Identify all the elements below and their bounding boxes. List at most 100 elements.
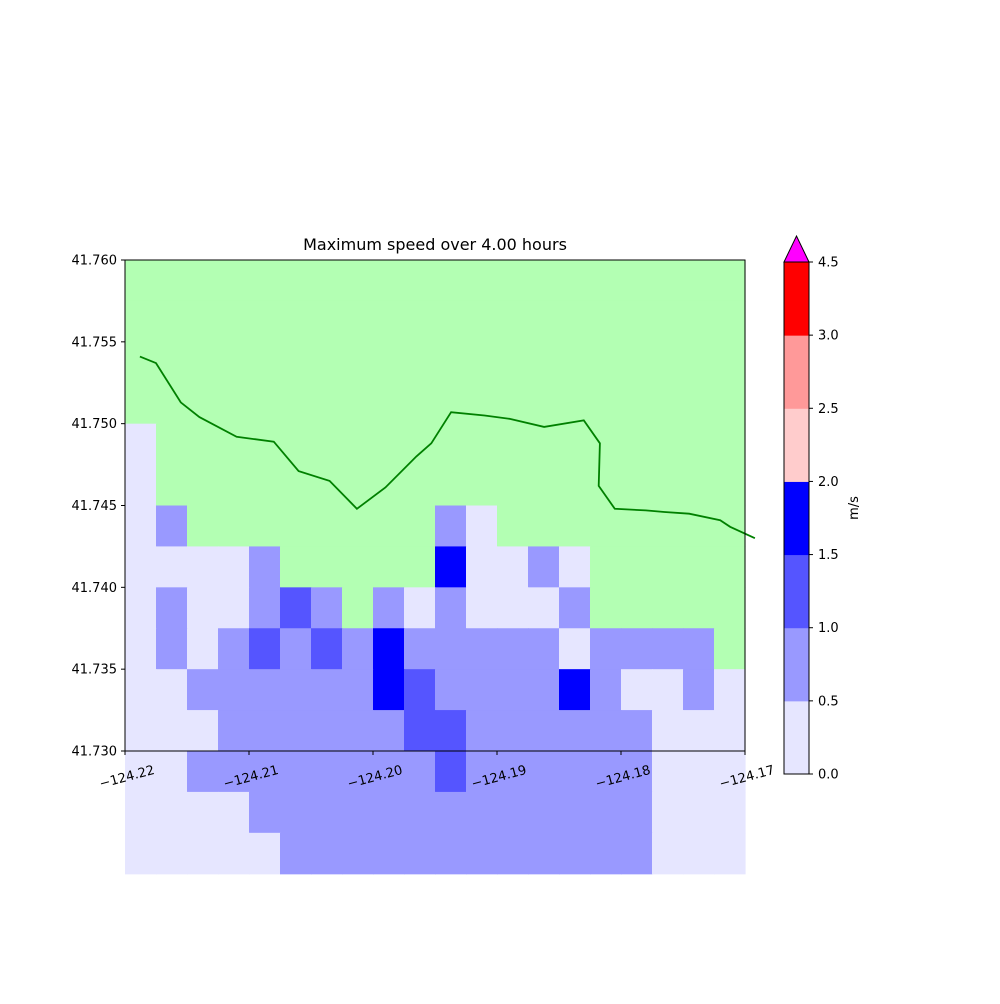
land-cell <box>218 260 250 302</box>
speed-cell <box>435 587 467 629</box>
land-cell <box>218 464 250 507</box>
land-cell <box>373 341 405 384</box>
speed-cell <box>342 710 374 752</box>
speed-cell <box>714 832 746 875</box>
speed-cell <box>125 546 157 588</box>
colorbar-label: m/s <box>847 496 862 520</box>
speed-cell <box>435 751 467 793</box>
speed-cell <box>714 669 746 711</box>
speed-cell <box>714 751 746 793</box>
speed-cell <box>249 791 281 834</box>
speed-cell <box>466 832 498 875</box>
colorbar-tick-label: 2.5 <box>818 402 839 417</box>
land-cell <box>404 464 436 507</box>
land-cell <box>125 300 157 343</box>
speed-cell <box>187 791 219 834</box>
land-cell <box>528 260 560 302</box>
speed-cell <box>249 546 281 588</box>
speed-cell <box>714 710 746 752</box>
land-cell <box>280 464 312 507</box>
land-cell <box>683 300 715 343</box>
speed-cell <box>373 832 405 875</box>
speed-cell <box>528 791 560 834</box>
land-cell <box>187 505 219 548</box>
speed-cell <box>466 791 498 834</box>
speed-cell <box>528 751 560 793</box>
speed-cell <box>342 791 374 834</box>
speed-cell <box>218 791 250 834</box>
land-cell <box>373 505 405 548</box>
land-cell <box>373 260 405 302</box>
speed-cell <box>125 710 157 752</box>
land-cell <box>435 260 467 302</box>
colorbar-bin <box>784 408 809 482</box>
speed-cell <box>497 546 529 588</box>
land-cell <box>652 382 684 425</box>
land-cell <box>683 546 715 588</box>
speed-cell <box>528 710 560 752</box>
land-cell <box>714 587 746 629</box>
land-cell <box>497 300 529 343</box>
colorbar-bin <box>784 700 809 775</box>
land-cell <box>404 341 436 384</box>
land-cell <box>590 341 622 384</box>
land-cell <box>342 587 374 629</box>
land-cell <box>621 260 653 302</box>
speed-cell <box>435 669 467 711</box>
speed-cell <box>156 791 188 834</box>
land-cell <box>466 300 498 343</box>
land-cell <box>497 423 529 466</box>
speed-cell <box>435 505 467 548</box>
colorbar-tick-label: 0.5 <box>818 694 839 709</box>
land-cell <box>280 260 312 302</box>
speed-cell <box>621 710 653 752</box>
colorbar-tick-label: 4.5 <box>818 256 839 271</box>
y-tick-label: 41.745 <box>72 499 118 514</box>
land-cell <box>342 341 374 384</box>
land-cell <box>590 546 622 588</box>
speed-cell <box>249 587 281 629</box>
land-cell <box>528 382 560 425</box>
land-cell <box>218 505 250 548</box>
land-cell <box>559 341 591 384</box>
land-cell <box>466 341 498 384</box>
land-cell <box>497 260 529 302</box>
speed-cell <box>187 710 219 752</box>
land-cell <box>621 505 653 548</box>
land-cell <box>280 423 312 466</box>
colorbar-frame <box>783 261 810 775</box>
land-cell <box>311 505 343 548</box>
land-cell <box>311 546 343 588</box>
colorbar-bin <box>784 554 809 629</box>
land-cell <box>342 505 374 548</box>
speed-cell <box>125 587 157 629</box>
land-cell <box>125 260 157 302</box>
chart-title: Maximum speed over 4.00 hours <box>303 235 567 254</box>
speed-cell <box>621 791 653 834</box>
speed-cell <box>559 587 591 629</box>
land-cell <box>714 546 746 588</box>
speed-cell <box>404 751 436 793</box>
speed-cell <box>683 832 715 875</box>
land-cell <box>497 341 529 384</box>
speed-cell <box>528 587 560 629</box>
speed-cell <box>187 587 219 629</box>
land-cell <box>249 505 281 548</box>
land-cell <box>187 464 219 507</box>
speed-cell <box>373 669 405 711</box>
speed-cell <box>280 710 312 752</box>
land-cell <box>342 423 374 466</box>
speed-cell <box>311 791 343 834</box>
speed-cell <box>435 628 467 670</box>
land-cell <box>714 300 746 343</box>
land-cell <box>280 382 312 425</box>
land-cell <box>621 382 653 425</box>
land-cell <box>342 300 374 343</box>
land-cell <box>187 260 219 302</box>
land-cell <box>156 260 188 302</box>
speed-cell <box>404 791 436 834</box>
land-cell <box>714 464 746 507</box>
land-cell <box>311 260 343 302</box>
speed-cell <box>249 628 281 670</box>
